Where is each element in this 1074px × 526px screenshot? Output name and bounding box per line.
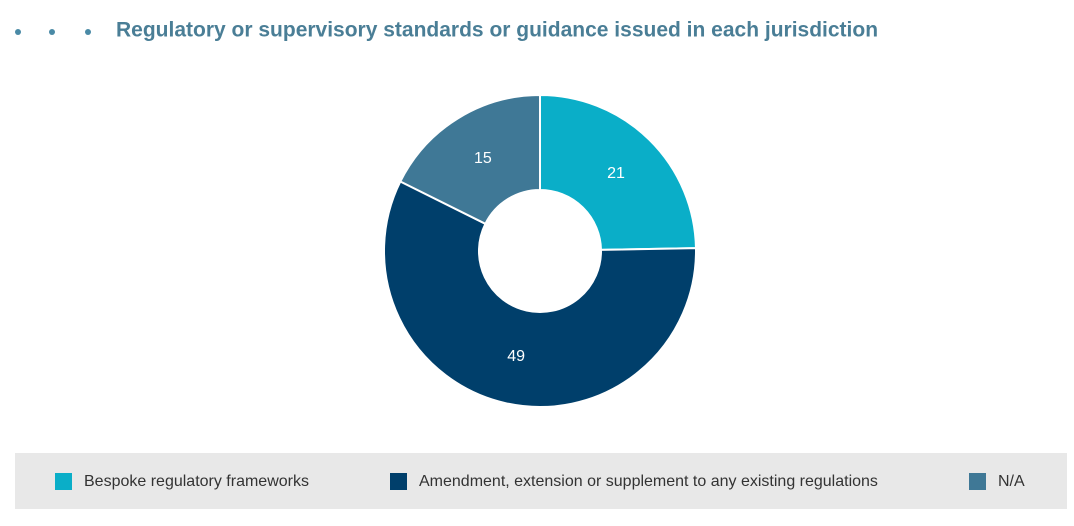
donut-segment	[383, 180, 697, 408]
legend-label: Amendment, extension or supplement to an…	[419, 473, 878, 490]
title-dot	[49, 29, 55, 35]
data-label: 15	[474, 150, 492, 167]
title-dot	[15, 29, 21, 35]
legend-swatch	[390, 473, 407, 490]
data-label: 21	[607, 165, 625, 182]
legend-label: N/A	[998, 473, 1025, 490]
data-label: 49	[507, 348, 525, 365]
legend-label: Bespoke regulatory frameworks	[84, 473, 309, 490]
legend-box	[15, 453, 1067, 509]
legend-swatch	[55, 473, 72, 490]
title-dot	[85, 29, 91, 35]
chart-title: Regulatory or supervisory standards or g…	[116, 19, 878, 42]
donut-segment	[539, 93, 697, 251]
legend-swatch	[969, 473, 986, 490]
donut-segment	[399, 93, 541, 226]
